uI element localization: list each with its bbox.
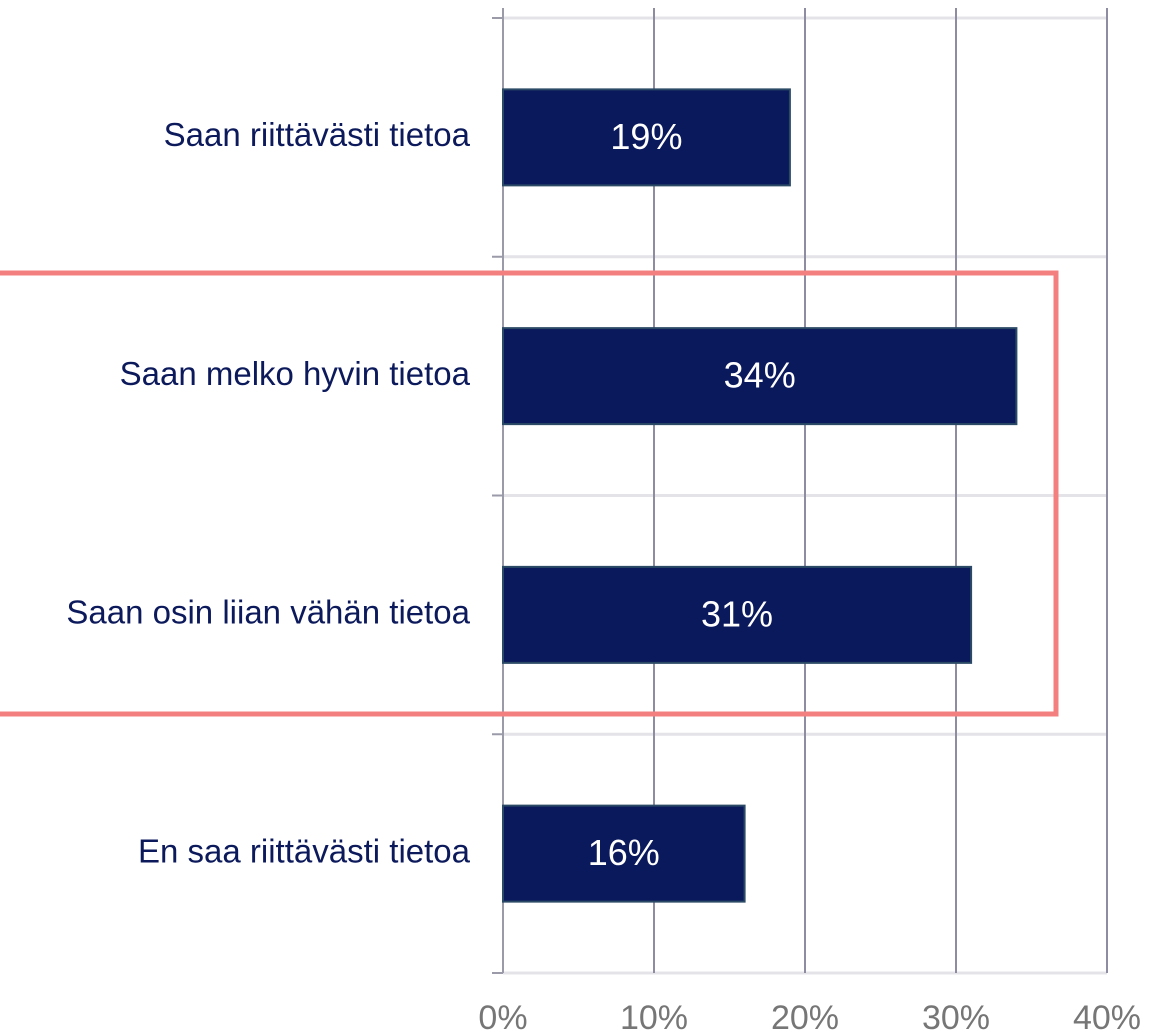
y-tick-label: En saa riittävästi tietoa <box>138 832 471 869</box>
bar <box>502 327 1018 426</box>
y-tick-label: Saan riittävästi tietoa <box>164 116 471 153</box>
highlight-box <box>0 270 1059 717</box>
y-tick-label: Saan melko hyvin tietoa <box>120 355 471 392</box>
bar <box>502 804 746 903</box>
x-tick-label: 20% <box>771 999 839 1036</box>
x-tick-label: 10% <box>620 999 688 1036</box>
data-label: 31% <box>701 593 773 634</box>
x-tick-label: 40% <box>1073 999 1141 1036</box>
x-tick-label: 0% <box>478 999 527 1036</box>
data-label: 16% <box>588 832 660 873</box>
bar <box>502 565 973 664</box>
bar <box>502 88 791 187</box>
y-tick-label: Saan osin liian vähän tietoa <box>66 594 470 631</box>
x-tick-label: 30% <box>922 999 990 1036</box>
data-label: 19% <box>610 116 682 157</box>
data-label: 34% <box>724 355 796 396</box>
